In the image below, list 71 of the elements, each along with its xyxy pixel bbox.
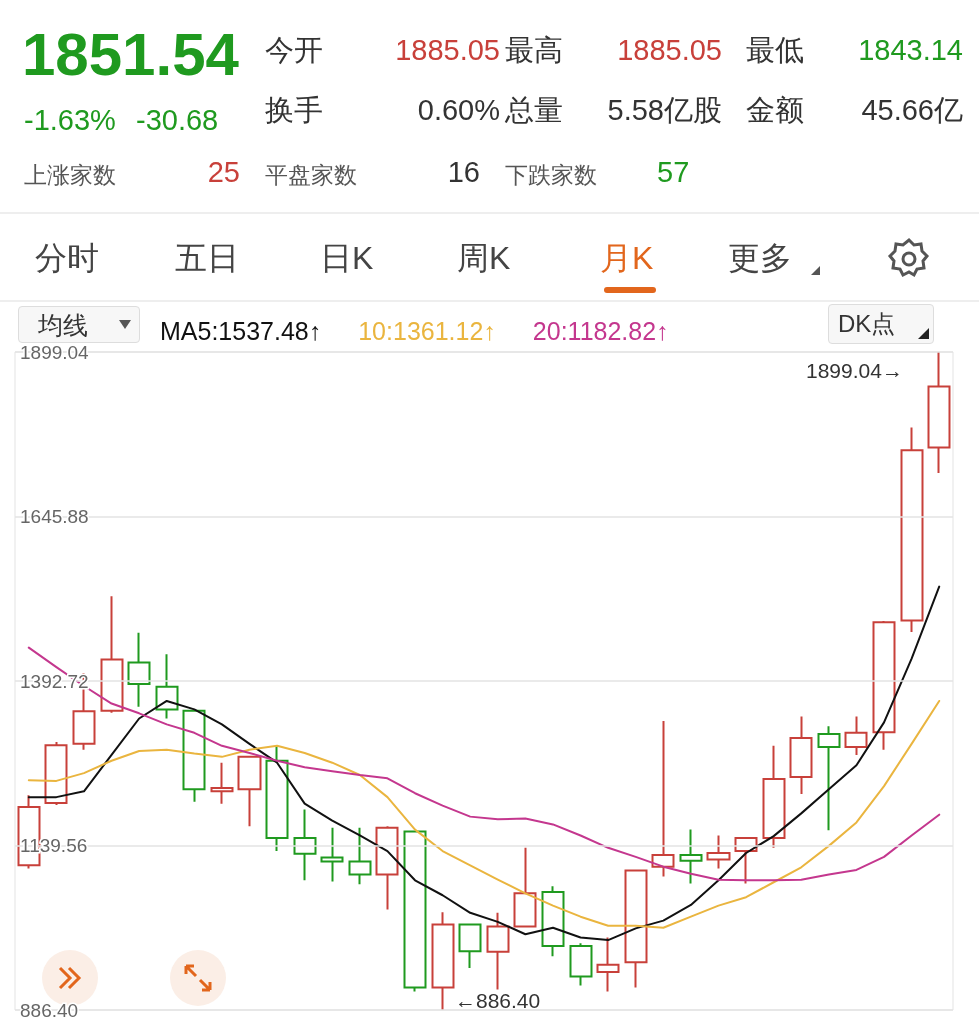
text: 总量: [505, 93, 563, 126]
text: 下跌家数: [505, 161, 597, 188]
text: 最低: [746, 33, 804, 66]
candlestick: [403, 829, 427, 993]
candlestick: [44, 740, 68, 806]
text: 均线: [38, 310, 88, 339]
candlestick: [320, 826, 344, 883]
candlestick: [817, 725, 841, 832]
candlestick: [706, 834, 731, 870]
text: 今开: [265, 33, 323, 66]
text: 20:1182.82↑: [532, 316, 669, 345]
candlestick: [541, 885, 565, 958]
text: 10:1361.12↑: [358, 316, 496, 345]
text: 五日: [175, 240, 239, 276]
candlestick: [127, 631, 151, 708]
text: 金额: [746, 93, 804, 126]
y-tick-label: 1899.04: [20, 341, 90, 363]
text: 1885.05: [395, 33, 500, 66]
candlestick: [155, 653, 179, 720]
text: 5.58亿股: [607, 93, 722, 126]
text: 更多: [728, 240, 792, 276]
candlestick: [486, 911, 510, 991]
text: 0.60%: [417, 93, 500, 126]
candlestick: [182, 709, 206, 803]
text: MA5:1537.48↑: [160, 316, 322, 345]
y-tick-label: 1645.88: [20, 506, 89, 527]
candlestick: [348, 826, 372, 886]
candlestick: [237, 755, 262, 828]
candlestick: [900, 426, 924, 634]
candlestick: [651, 720, 675, 878]
text: 平盘家数: [265, 161, 357, 188]
annotation: 1899.04→: [806, 358, 903, 382]
text: 分时: [35, 240, 99, 276]
text: 最高: [505, 33, 563, 66]
text: 周K: [457, 240, 511, 276]
text: 1885.05: [617, 33, 722, 66]
annotation: ←886.40: [455, 988, 541, 1012]
candlestick: [293, 808, 317, 882]
candlestick: [596, 936, 620, 993]
text: -1.63%: [24, 103, 116, 136]
candlestick: [762, 744, 786, 849]
candlestick: [624, 868, 648, 989]
text: 换手: [265, 93, 323, 126]
text: 1851.54: [22, 21, 239, 88]
y-tick-label: 1392.72: [20, 670, 89, 692]
text: 45.66亿: [861, 93, 963, 126]
candlestick: [375, 825, 399, 911]
text: 上涨家数: [24, 161, 116, 188]
candlestick: [458, 922, 482, 970]
candlestick: [431, 911, 455, 1011]
candlestick: [872, 620, 896, 751]
text: 16: [447, 155, 480, 188]
candlestick: [513, 846, 537, 929]
text: DK点: [838, 310, 896, 337]
candlestick: [265, 744, 289, 853]
text: 25: [207, 155, 240, 188]
candlestick: [210, 761, 234, 805]
y-tick-label: 886.40: [20, 999, 79, 1021]
candlestick: [927, 351, 951, 474]
candlestick: [569, 942, 593, 987]
y-tick-label: 1139.56: [20, 835, 88, 856]
candlestick: [100, 595, 124, 714]
text: 57: [657, 155, 690, 188]
candlestick: [844, 715, 868, 756]
text: 日K: [320, 240, 374, 276]
text: -30.68: [136, 103, 219, 136]
text: 月K: [600, 240, 654, 276]
candlestick: [734, 836, 758, 885]
text: 1843.14: [858, 33, 963, 66]
candlestick: [679, 828, 703, 885]
candlestick: [789, 715, 813, 795]
